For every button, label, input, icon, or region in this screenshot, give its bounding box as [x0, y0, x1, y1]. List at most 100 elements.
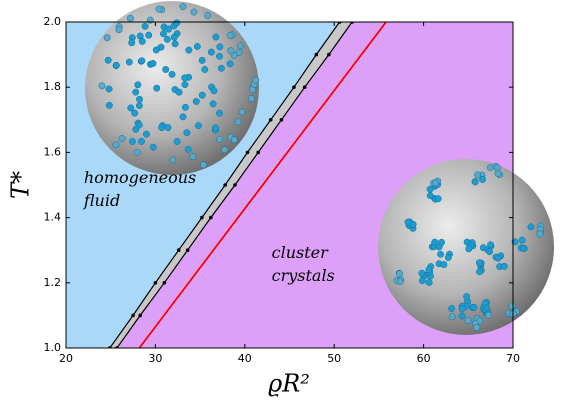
data-point — [131, 313, 135, 318]
particle — [234, 118, 242, 126]
particle — [112, 141, 120, 149]
particle — [494, 254, 502, 262]
particle — [487, 241, 495, 249]
particle — [471, 178, 479, 186]
particle — [201, 66, 209, 73]
particle — [127, 104, 135, 112]
x-tick-label: 20 — [59, 352, 73, 365]
y-tick-label: 1.0 — [44, 341, 62, 354]
data-point — [245, 150, 250, 155]
particle — [486, 248, 493, 256]
particle — [483, 304, 491, 312]
particle — [458, 305, 466, 313]
particle — [133, 148, 141, 156]
particle — [173, 19, 181, 27]
particle — [198, 56, 206, 64]
y-tick-label: 1.2 — [44, 276, 62, 289]
particle — [181, 74, 189, 82]
particle — [193, 43, 201, 50]
data-point — [200, 215, 204, 220]
particle — [210, 87, 218, 95]
particle — [418, 269, 426, 277]
x-tick-label: 70 — [506, 352, 520, 365]
data-point — [153, 281, 158, 285]
data-point — [209, 215, 213, 220]
particle — [104, 56, 112, 64]
particle — [170, 33, 178, 41]
particle — [418, 277, 426, 285]
particle — [216, 43, 224, 51]
particle — [128, 138, 136, 145]
x-axis-label: ϱR² — [268, 370, 310, 398]
particle — [163, 35, 171, 43]
particle — [131, 109, 139, 117]
particle — [227, 47, 235, 55]
particle — [125, 58, 133, 66]
particle — [126, 14, 134, 22]
y-axis-label: T* — [7, 171, 35, 199]
annotation: homogeneous — [84, 168, 196, 187]
particle — [518, 236, 526, 244]
annotation: fluid — [83, 191, 120, 210]
particle — [134, 81, 142, 89]
particle — [181, 103, 189, 111]
particle — [162, 65, 170, 73]
particle — [160, 30, 167, 38]
data-point — [256, 150, 261, 155]
particle — [425, 266, 433, 274]
particle — [132, 88, 140, 96]
particle — [184, 145, 192, 153]
coexistence-region — [109, 22, 353, 348]
particle — [132, 125, 140, 133]
particle — [465, 245, 473, 253]
data-point — [185, 248, 190, 252]
particle — [149, 59, 157, 67]
particle — [138, 137, 145, 145]
particle — [252, 76, 260, 84]
x-tick-label: 60 — [417, 352, 431, 365]
particle — [216, 135, 224, 143]
particle — [185, 46, 193, 54]
particle — [183, 129, 191, 137]
particle — [520, 245, 528, 253]
y-tick-label: 1.6 — [44, 145, 62, 158]
particle — [207, 48, 215, 56]
particle — [142, 130, 150, 138]
data-point — [233, 183, 237, 187]
particle — [198, 91, 206, 99]
particle — [145, 31, 153, 39]
particle — [484, 311, 492, 319]
y-tick-label: 1.4 — [44, 211, 62, 224]
particle — [431, 238, 439, 246]
particle — [527, 223, 535, 231]
particle — [158, 124, 166, 132]
particle — [404, 218, 412, 226]
x-tick-label: 30 — [148, 352, 162, 365]
particle — [476, 259, 483, 267]
particle — [473, 324, 481, 331]
particle — [98, 82, 106, 90]
particle — [115, 26, 123, 34]
sphere-images — [85, 1, 554, 335]
data-point — [279, 118, 284, 122]
particle — [500, 262, 508, 270]
particle — [464, 317, 472, 324]
particle — [179, 3, 187, 11]
particle — [171, 40, 179, 48]
data-point — [268, 118, 273, 122]
particle — [175, 88, 183, 96]
particle — [448, 305, 456, 313]
particle — [426, 192, 434, 200]
plot-frame — [65, 21, 514, 349]
particle — [493, 164, 501, 172]
particle — [438, 238, 445, 246]
particle — [181, 81, 189, 89]
particle — [434, 195, 442, 203]
particle — [426, 185, 434, 193]
particle — [230, 52, 238, 59]
particle — [128, 39, 136, 47]
particle — [164, 124, 172, 132]
particle — [474, 171, 482, 179]
particle — [236, 42, 244, 50]
particle — [173, 138, 181, 145]
